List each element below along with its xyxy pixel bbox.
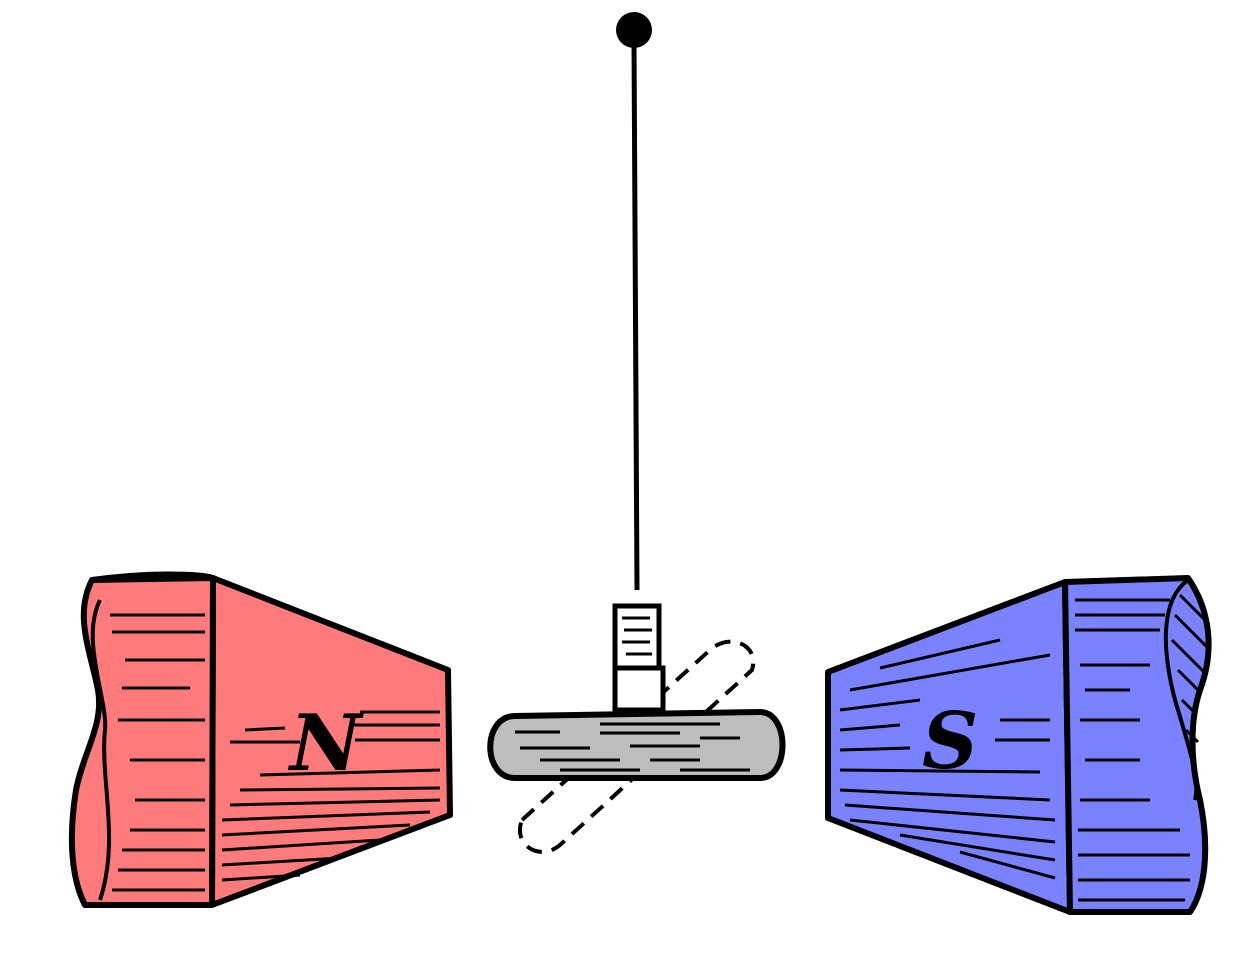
holder-clamp-bottom bbox=[615, 668, 663, 710]
north-pole-label: N bbox=[287, 698, 364, 789]
north-pole-magnet: N bbox=[72, 575, 450, 906]
suspended-bar bbox=[490, 712, 782, 778]
holder-clamp-top bbox=[615, 606, 659, 668]
south-pole-label: S bbox=[922, 696, 978, 787]
bar-holder bbox=[615, 606, 663, 710]
suspension bbox=[616, 12, 652, 590]
south-pole-magnet: S bbox=[828, 578, 1209, 912]
suspension-thread bbox=[634, 42, 637, 590]
